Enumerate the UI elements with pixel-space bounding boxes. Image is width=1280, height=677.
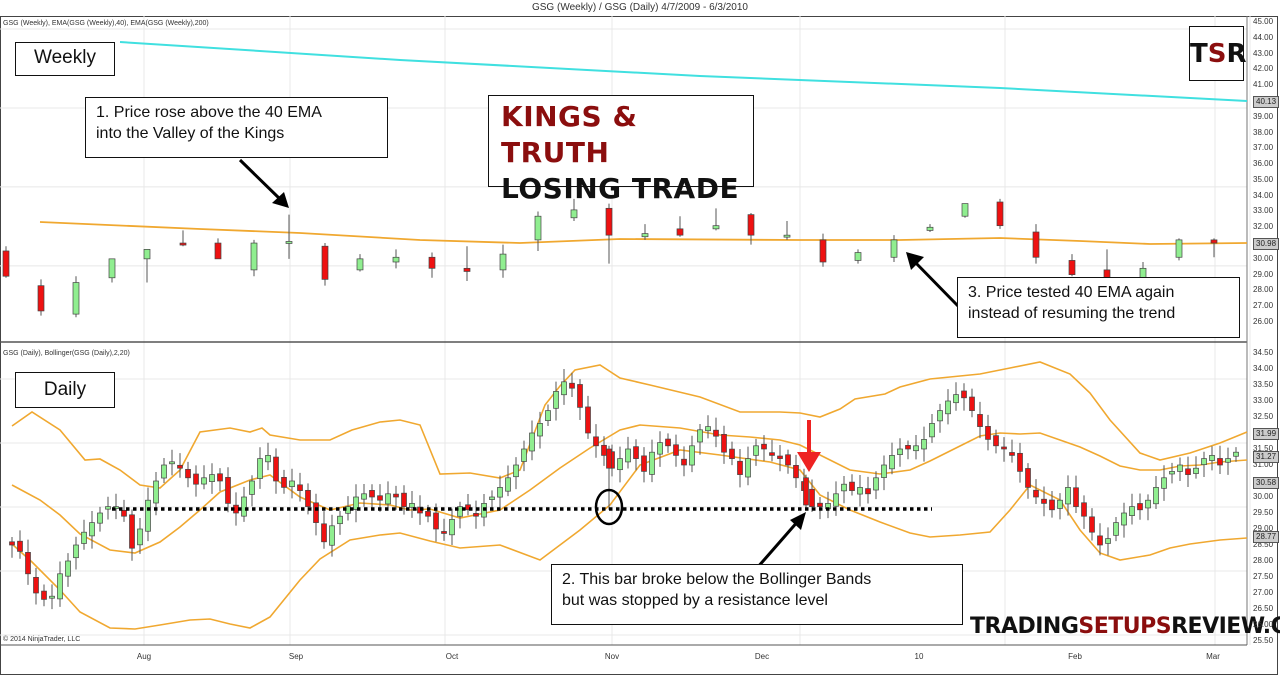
y-tick-label: 36.00 <box>1253 159 1274 169</box>
tsr-logo: TSR <box>1189 26 1247 81</box>
bollinger-lower <box>11 449 1248 630</box>
note2-line1: 2. This bar broke below the Bollinger Ba… <box>562 571 872 588</box>
y-tick-label: 26.50 <box>1253 604 1274 613</box>
bollinger-upper-tag: 31.99 <box>1253 428 1280 440</box>
y-tick-label: 28.50 <box>1253 540 1274 549</box>
y-tick-label: 43.00 <box>1253 48 1274 58</box>
x-tick-label: Sep <box>288 652 304 661</box>
weekly-candles <box>2 198 1218 318</box>
daily-candles <box>9 369 1239 610</box>
y-tick-label: 42.00 <box>1253 64 1274 74</box>
y-tick-label: 30.00 <box>1253 492 1274 501</box>
ema200-price-tag: 40.13 <box>1253 96 1280 108</box>
weekly-timeframe-box: Weekly <box>15 42 115 76</box>
bollinger-middle <box>11 424 1248 554</box>
y-tick-label: 30.00 <box>1253 253 1274 263</box>
y-tick-label: 27.50 <box>1253 572 1274 581</box>
annotation-note-3: 3. Price tested 40 EMA again instead of … <box>957 277 1240 338</box>
highlight-circle <box>594 488 624 526</box>
ema200-line <box>119 41 1248 102</box>
weekly-indicator-label: GSG (Weekly), EMA(GSG (Weekly),40), EMA(… <box>3 20 209 27</box>
note3-line1: 3. Price tested 40 EMA again <box>968 284 1175 301</box>
annotation-note-1: 1. Price rose above the 40 EMA into the … <box>85 97 388 158</box>
y-tick-label: 44.00 <box>1253 32 1274 42</box>
ema40-line <box>39 221 1248 245</box>
x-tick-label: Dec <box>754 652 770 661</box>
arrow-note3 <box>906 252 960 308</box>
y-tick-label: 32.00 <box>1253 222 1274 232</box>
y-tick-label: 33.00 <box>1253 206 1274 216</box>
x-tick-label: 10 <box>914 652 924 661</box>
note1-line1: 1. Price rose above the 40 EMA <box>96 104 322 121</box>
y-tick-label: 32.50 <box>1253 412 1274 421</box>
y-tick-label: 39.00 <box>1253 111 1274 121</box>
last-price-tag: 28.77 <box>1253 531 1280 543</box>
bollinger-upper <box>11 361 1248 489</box>
y-tick-label: 34.00 <box>1253 190 1274 200</box>
x-tick-label: Nov <box>604 652 620 661</box>
y-tick-label: 45.00 <box>1253 17 1274 26</box>
note1-line2: into the Valley of the Kings <box>96 125 285 142</box>
x-tick-label: Oct <box>445 652 459 661</box>
y-tick-label: 38.00 <box>1253 127 1274 137</box>
x-tick-label: Aug <box>136 652 152 661</box>
y-tick-label: 27.00 <box>1253 301 1274 311</box>
annotation-note-2: 2. This bar broke below the Bollinger Ba… <box>551 564 963 625</box>
x-tick-label: Mar <box>1206 652 1220 661</box>
y-tick-label: 28.00 <box>1253 556 1274 565</box>
y-tick-label: 34.50 <box>1253 348 1274 357</box>
bollinger-mid-tag: 31.27 <box>1253 451 1280 463</box>
y-tick-label: 29.00 <box>1253 524 1274 533</box>
y-tick-label: 27.00 <box>1253 588 1274 597</box>
daily-timeframe-box: Daily <box>15 372 115 408</box>
y-tick-label: 33.50 <box>1253 380 1274 389</box>
y-tick-label: 37.00 <box>1253 143 1274 153</box>
y-tick-label: 41.00 <box>1253 80 1274 90</box>
y-tick-label: 34.00 <box>1253 364 1274 373</box>
daily-indicator-label: GSG (Daily), Bollinger(GSG (Daily),2,20) <box>3 350 130 357</box>
site-brand: TRADINGSETUPSREVIEW.COM <box>970 614 1280 639</box>
y-tick-label: 26.00 <box>1253 620 1274 629</box>
chart-title: GSG (Weekly) / GSG (Daily) 4/7/2009 - 6/… <box>531 2 748 13</box>
note3-line2: instead of resuming the trend <box>968 305 1176 322</box>
note2-line2: but was stopped by a resistance level <box>562 592 828 609</box>
ema40-price-tag: 30.98 <box>1253 238 1280 250</box>
copyright: © 2014 NinjaTrader, LLC <box>3 636 81 643</box>
y-tick-label: 29.00 <box>1253 269 1274 279</box>
strategy-title-line1: KINGS & TRUTH <box>501 100 638 169</box>
y-tick-label: 25.50 <box>1253 636 1274 645</box>
strategy-title-line2: LOSING TRADE <box>501 172 740 205</box>
strategy-title-box: KINGS & TRUTH LOSING TRADE <box>488 95 754 205</box>
arrow-note1 <box>238 158 289 208</box>
y-tick-label: 31.50 <box>1253 444 1274 453</box>
x-tick-label: Feb <box>1068 652 1082 661</box>
y-tick-label: 26.00 <box>1253 317 1274 326</box>
red-down-arrow <box>797 420 821 472</box>
y-tick-label: 31.00 <box>1253 460 1274 469</box>
arrow-note2 <box>755 512 806 569</box>
y-tick-label: 29.50 <box>1253 508 1274 517</box>
y-tick-label: 35.00 <box>1253 174 1274 184</box>
y-tick-label: 33.00 <box>1253 396 1274 405</box>
y-tick-label: 28.00 <box>1253 285 1274 295</box>
chart-frame <box>0 16 1278 675</box>
bollinger-lower-tag: 30.58 <box>1253 477 1280 489</box>
